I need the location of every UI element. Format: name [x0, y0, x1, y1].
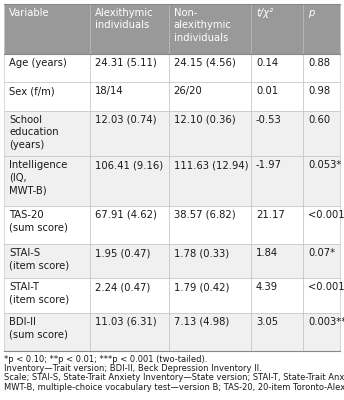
Text: Intelligence
(IQ,
MWT-B): Intelligence (IQ, MWT-B) — [9, 160, 67, 195]
Text: <0.001***: <0.001*** — [308, 210, 344, 220]
Text: 12.03 (0.74): 12.03 (0.74) — [95, 115, 156, 125]
Bar — [303, 313, 340, 351]
Bar — [303, 156, 340, 206]
Text: 24.15 (4.56): 24.15 (4.56) — [174, 58, 235, 68]
Text: Sex (f/m): Sex (f/m) — [9, 86, 55, 96]
Text: Alexithymic
individuals: Alexithymic individuals — [95, 8, 153, 30]
Bar — [303, 82, 340, 111]
Bar — [251, 111, 303, 156]
Text: p: p — [308, 8, 314, 18]
Bar — [251, 206, 303, 244]
Bar — [169, 156, 251, 206]
Bar — [303, 278, 340, 313]
Text: 4.39: 4.39 — [256, 282, 278, 292]
Bar — [4, 4, 90, 54]
Text: 0.053*: 0.053* — [308, 160, 341, 170]
Text: MWT-B, multiple-choice vocabulary test—version B; TAS-20, 20-item Toronto-Alexit: MWT-B, multiple-choice vocabulary test—v… — [4, 383, 344, 392]
Text: 0.14: 0.14 — [256, 58, 278, 68]
Text: 111.63 (12.94): 111.63 (12.94) — [174, 160, 248, 170]
Bar — [169, 206, 251, 244]
Bar — [4, 278, 90, 313]
Bar — [4, 244, 90, 278]
Text: Age (years): Age (years) — [9, 58, 67, 68]
Text: 0.07*: 0.07* — [308, 248, 335, 258]
Text: 2.24 (0.47): 2.24 (0.47) — [95, 282, 150, 292]
Bar — [90, 278, 169, 313]
Text: -1.97: -1.97 — [256, 160, 282, 170]
Bar — [4, 313, 90, 351]
Bar — [90, 111, 169, 156]
Text: TAS-20
(sum score): TAS-20 (sum score) — [9, 210, 68, 232]
Bar — [169, 278, 251, 313]
Text: 1.84: 1.84 — [256, 248, 278, 258]
Bar — [4, 82, 90, 111]
Text: STAI-S
(item score): STAI-S (item score) — [9, 248, 69, 270]
Bar — [169, 4, 251, 54]
Bar — [251, 4, 303, 54]
Text: *p < 0.10; **p < 0.01; ***p < 0.001 (two-tailed).: *p < 0.10; **p < 0.01; ***p < 0.001 (two… — [4, 355, 207, 364]
Bar — [4, 206, 90, 244]
Bar — [90, 206, 169, 244]
Bar — [169, 54, 251, 82]
Text: 67.91 (4.62): 67.91 (4.62) — [95, 210, 157, 220]
Text: 1.95 (0.47): 1.95 (0.47) — [95, 248, 150, 258]
Bar — [90, 244, 169, 278]
Bar — [169, 82, 251, 111]
Text: 1.79 (0.42): 1.79 (0.42) — [174, 282, 229, 292]
Bar — [169, 244, 251, 278]
Bar — [251, 278, 303, 313]
Text: 0.60: 0.60 — [308, 115, 330, 125]
Bar — [90, 156, 169, 206]
Bar — [251, 313, 303, 351]
Text: 21.17: 21.17 — [256, 210, 285, 220]
Bar — [303, 206, 340, 244]
Bar — [90, 82, 169, 111]
Text: Inventory—Trait version; BDI-II, Beck Depression Inventory II.: Inventory—Trait version; BDI-II, Beck De… — [4, 364, 262, 373]
Text: 0.003**: 0.003** — [308, 317, 344, 327]
Text: 0.01: 0.01 — [256, 86, 278, 96]
Bar — [303, 4, 340, 54]
Text: 3.05: 3.05 — [256, 317, 278, 327]
Text: 38.57 (6.82): 38.57 (6.82) — [174, 210, 235, 220]
Bar — [4, 111, 90, 156]
Text: 1.78 (0.33): 1.78 (0.33) — [174, 248, 229, 258]
Bar — [90, 4, 169, 54]
Text: 106.41 (9.16): 106.41 (9.16) — [95, 160, 163, 170]
Text: Scale; STAI-S, State-Trait Anxiety Inventory—State version; STAI-T, State-Trait : Scale; STAI-S, State-Trait Anxiety Inven… — [4, 374, 344, 382]
Bar — [251, 82, 303, 111]
Bar — [303, 244, 340, 278]
Bar — [251, 244, 303, 278]
Bar — [4, 156, 90, 206]
Text: BDI-II
(sum score): BDI-II (sum score) — [9, 317, 68, 339]
Text: Non-
alexithymic
individuals: Non- alexithymic individuals — [174, 8, 232, 43]
Text: School
education
(years): School education (years) — [9, 115, 58, 150]
Text: 0.98: 0.98 — [308, 86, 330, 96]
Text: 11.03 (6.31): 11.03 (6.31) — [95, 317, 156, 327]
Bar — [303, 111, 340, 156]
Text: -0.53: -0.53 — [256, 115, 282, 125]
Text: <0.001***: <0.001*** — [308, 282, 344, 292]
Text: 7.13 (4.98): 7.13 (4.98) — [174, 317, 229, 327]
Text: 26/20: 26/20 — [174, 86, 202, 96]
Bar — [251, 156, 303, 206]
Text: Variable: Variable — [9, 8, 50, 18]
Bar — [303, 54, 340, 82]
Text: STAI-T
(item score): STAI-T (item score) — [9, 282, 69, 305]
Bar — [4, 54, 90, 82]
Bar — [90, 54, 169, 82]
Bar — [169, 313, 251, 351]
Text: 18/14: 18/14 — [95, 86, 123, 96]
Text: 0.88: 0.88 — [308, 58, 330, 68]
Bar — [90, 313, 169, 351]
Text: 24.31 (5.11): 24.31 (5.11) — [95, 58, 157, 68]
Text: t/χ²: t/χ² — [256, 8, 273, 18]
Text: 12.10 (0.36): 12.10 (0.36) — [174, 115, 235, 125]
Bar — [169, 111, 251, 156]
Bar — [251, 54, 303, 82]
